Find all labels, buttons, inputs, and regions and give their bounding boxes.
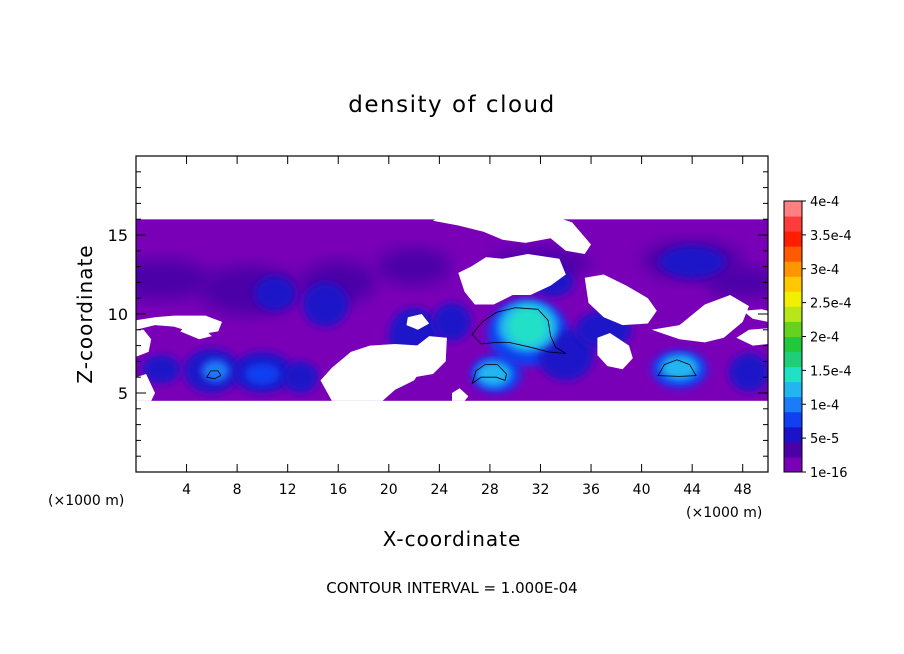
colorbar-swatch [784,291,802,307]
clear-air-region [452,388,469,401]
x-axis-title: X-coordinate [383,527,522,551]
x-tick-label: 48 [734,482,752,498]
density-core [660,355,699,381]
colorbar-label: 1.5e-4 [810,364,852,379]
contour-line [206,370,222,380]
clear-air-region [136,329,152,357]
density-lobe [136,258,212,300]
x-tick-label: 44 [683,482,701,498]
density-blob [433,302,471,341]
colorbar-swatch [784,381,802,398]
x-axis: 4 8 12 16 20 24 28 32 36 40 44 48 [182,156,752,498]
x-tick-label: 12 [279,482,297,498]
clear-air-region [736,328,768,346]
y-axis-title: Z-coordinate [73,244,97,383]
colorbar: 1e-16 5e-5 1e-4 1.5e-4 2e-4 2.5e-4 3e-4 3.5e-4 4… [783,195,852,481]
colorbar-swatch [784,246,802,262]
clear-air-region [180,325,212,340]
colorbar-label: 3e-4 [810,263,839,278]
colorbar-swatch [784,201,802,217]
colorbar-swatch [784,396,802,413]
density-blob [728,353,768,392]
density-lobe [704,266,768,299]
colorbar-label: 2.5e-4 [810,297,852,312]
clear-air-region [136,374,155,401]
contour-line [657,359,697,377]
density-lobe [376,247,452,286]
x-unit-left: (×1000 m) [48,493,124,509]
contour-line [471,307,567,354]
x-tick-label: 24 [430,482,448,498]
contour-line [471,364,507,385]
clear-air-region [597,333,633,370]
colorbar-swatch [784,321,802,337]
x-tick-label: 16 [329,482,347,498]
colorbar-label: 4e-4 [810,195,839,210]
clear-air-region [136,400,768,472]
colorbar-label: 5e-5 [810,432,839,447]
colorbar-swatch [784,261,802,277]
colorbar-swatch [784,336,802,353]
density-core [507,307,549,346]
colorbar-label: 2e-4 [810,331,839,346]
clear-air-region [651,295,749,343]
contour-interval-note: CONTOUR INTERVAL = 1.000E-04 [326,579,577,597]
y-tick-label: 15 [108,226,128,245]
x-tick-label: 8 [233,482,242,498]
colorbar-swatch [784,276,802,292]
colorbar-label: 1e-4 [810,398,839,413]
density-blob [302,282,349,327]
clear-air-region [433,211,591,254]
colorbar-swatch [784,306,802,322]
colorbar-swatch [784,411,802,428]
density-blob [254,276,296,311]
clear-air-region [388,336,447,378]
clear-air-region [584,274,657,326]
density-blob [537,329,594,381]
x-tick-label: 4 [182,482,191,498]
density-blob [282,361,319,394]
y-tick-label: 10 [108,305,128,324]
clear-air-region [320,344,427,401]
colorbar-swatch [784,366,802,383]
colorbar-swatch [784,441,802,458]
x-tick-label: 32 [532,482,550,498]
colorbar-swatch [784,231,802,247]
colorbar-swatch [784,351,802,368]
x-tick-label: 28 [481,482,499,498]
clear-air-region [136,156,768,220]
cloud-density-field [136,156,768,472]
y-tick-label: 5 [118,384,128,403]
x-tick-label: 40 [633,482,651,498]
clear-air-region [458,254,566,305]
density-blob [142,355,181,384]
x-unit-right: (×1000 m) [686,505,762,521]
x-tick-label: 36 [582,482,600,498]
chart-title: density of cloud [348,92,555,118]
density-core [244,362,281,386]
density-core [476,361,512,387]
colorbar-swatch [784,426,802,443]
colorbar-swatch [784,216,802,232]
clear-air-region [742,309,768,322]
colorbar-label: 3.5e-4 [810,229,852,244]
colorbar-label: 1e-16 [810,466,848,481]
y-axis: 5 10 15 [108,171,768,457]
density-blob [659,246,726,278]
x-tick-label: 20 [380,482,398,498]
clear-air-region [406,314,430,330]
colorbar-swatch [784,456,802,473]
